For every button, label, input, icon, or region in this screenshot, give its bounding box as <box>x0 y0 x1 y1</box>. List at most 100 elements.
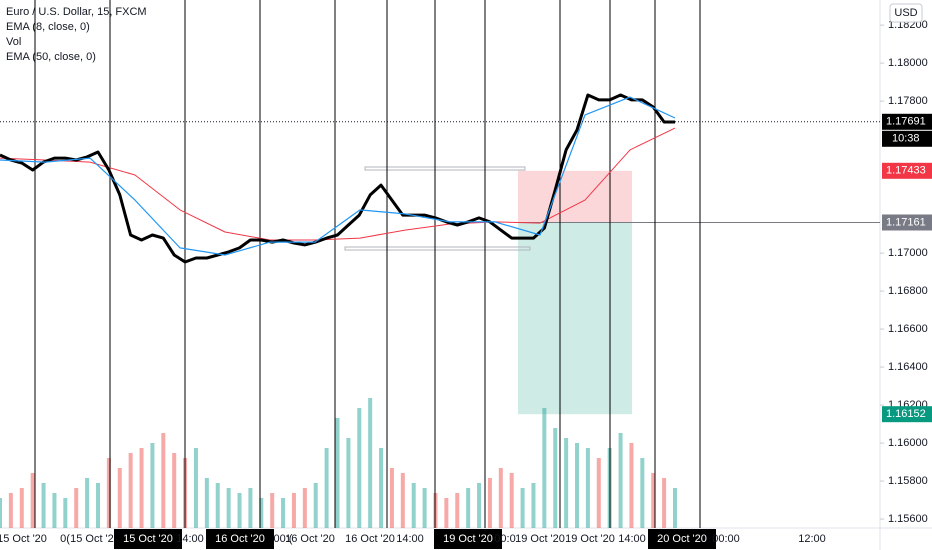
volume-bar <box>477 483 482 528</box>
volume-bar <box>270 493 275 528</box>
volume-bar <box>128 453 133 528</box>
price-badge <box>882 214 932 231</box>
volume-bar <box>444 498 449 528</box>
volume-bar <box>379 448 384 528</box>
volume-bar <box>466 488 471 528</box>
volume-bar <box>509 473 514 528</box>
volume-bar <box>161 433 166 528</box>
volume-bar <box>226 488 231 528</box>
y-tick-label: 1.16000 <box>888 437 928 449</box>
volume-bar <box>281 498 286 528</box>
range-box <box>364 166 526 171</box>
series-line <box>0 96 676 256</box>
price-badge-label: 1.16152 <box>886 408 926 420</box>
stop-zone <box>518 170 632 223</box>
volume-bar <box>422 488 427 528</box>
price-badge-label: 1.17691 <box>886 116 926 128</box>
currency-button[interactable] <box>889 3 923 23</box>
x-tick-label: 0( <box>60 533 70 545</box>
volume-bar <box>85 478 90 528</box>
volume-bar <box>411 483 416 528</box>
volume-bar <box>357 408 362 528</box>
x-tick-label: 19 Oct '20 <box>565 533 615 545</box>
volume-bar <box>564 438 569 528</box>
y-tick-label: 1.16400 <box>888 361 928 373</box>
volume-bar <box>335 418 340 528</box>
legend-entry: Vol <box>6 36 21 48</box>
volume-bar <box>487 478 492 528</box>
x-tick-label: 14:00 <box>618 533 646 545</box>
volume-bar <box>74 488 79 528</box>
currency-label[interactable]: USD <box>894 7 917 19</box>
volume-bar <box>150 443 155 528</box>
price-badge-label: 1.17161 <box>886 216 926 228</box>
x-tick-label: 15 Oct '20 <box>70 533 120 545</box>
volume-bar <box>346 438 351 528</box>
volume-bar <box>542 408 547 528</box>
x-tick-label: 00:00 <box>712 533 740 545</box>
x-label-box <box>114 529 182 549</box>
x-tick-label: 16 Oct '20 <box>345 533 395 545</box>
volume-bar <box>117 468 122 528</box>
volume-bar <box>19 488 24 528</box>
volume-bar <box>215 483 220 528</box>
volume-bar <box>585 448 590 528</box>
target-zone <box>518 222 632 415</box>
x-label-box <box>648 529 716 549</box>
volume-bar <box>324 448 329 528</box>
price-badge <box>882 162 932 179</box>
volume-bar <box>640 458 645 528</box>
volume-bar <box>302 488 307 528</box>
price-badge <box>882 406 932 423</box>
x-tick-label: 16 Oct '20 <box>215 533 265 545</box>
x-tick-label: 20 Oct '20 <box>657 533 707 545</box>
x-tick-label: 00:( <box>274 533 293 545</box>
x-tick-label: 19 Oct '20 <box>515 533 565 545</box>
volume-bar <box>193 448 198 528</box>
y-tick-label: 1.17000 <box>888 247 928 259</box>
y-tick-label: 1.18000 <box>888 57 928 69</box>
volume-bar <box>248 488 253 528</box>
countdown-label: 10:38 <box>892 133 920 145</box>
y-tick-label: 1.15600 <box>888 513 928 525</box>
x-label-box <box>434 529 502 549</box>
y-tick-label: 1.16600 <box>888 323 928 335</box>
plot: 1.182001.180001.178001.170001.168001.166… <box>0 0 928 528</box>
volume-bar <box>651 473 656 528</box>
x-tick-label: 12:00 <box>798 533 826 545</box>
series-line <box>0 127 676 241</box>
volume-bar <box>389 468 394 528</box>
volume-bar <box>291 493 296 528</box>
volume-bar <box>596 458 601 528</box>
volume-bar <box>41 483 46 528</box>
x-tick-label: 15 Oct '20 <box>0 533 47 545</box>
volume-bar <box>139 448 144 528</box>
x-tick-label: 00:0 <box>494 533 515 545</box>
price-badge <box>882 113 932 130</box>
volume-bar <box>63 498 68 528</box>
x-tick-label: 15 Oct '20 <box>123 533 173 545</box>
price-badge-label: 1.17433 <box>886 165 926 177</box>
volume-bar <box>106 458 111 528</box>
volume-bar <box>520 488 525 528</box>
series-line <box>0 93 675 264</box>
x-tick-label: 14:00 <box>176 533 204 545</box>
volume-bar <box>553 428 558 528</box>
volume-bar <box>575 443 580 528</box>
volume-bar <box>172 453 177 528</box>
y-tick-label: 1.17800 <box>888 95 928 107</box>
legend-entry: Euro / U.S. Dollar, 15, FXCM <box>6 6 147 18</box>
range-box <box>344 246 531 251</box>
y-tick-label: 1.15800 <box>888 475 928 487</box>
volume-bar <box>237 493 242 528</box>
volume-bar <box>30 473 35 528</box>
volume-bar <box>531 483 536 528</box>
volume-bar <box>662 478 667 528</box>
volume-bar <box>259 498 264 528</box>
x-label-box <box>206 529 274 549</box>
volume-bar <box>52 493 57 528</box>
volume-bar <box>455 493 460 528</box>
x-tick-label: 19 Oct '20 <box>443 533 493 545</box>
